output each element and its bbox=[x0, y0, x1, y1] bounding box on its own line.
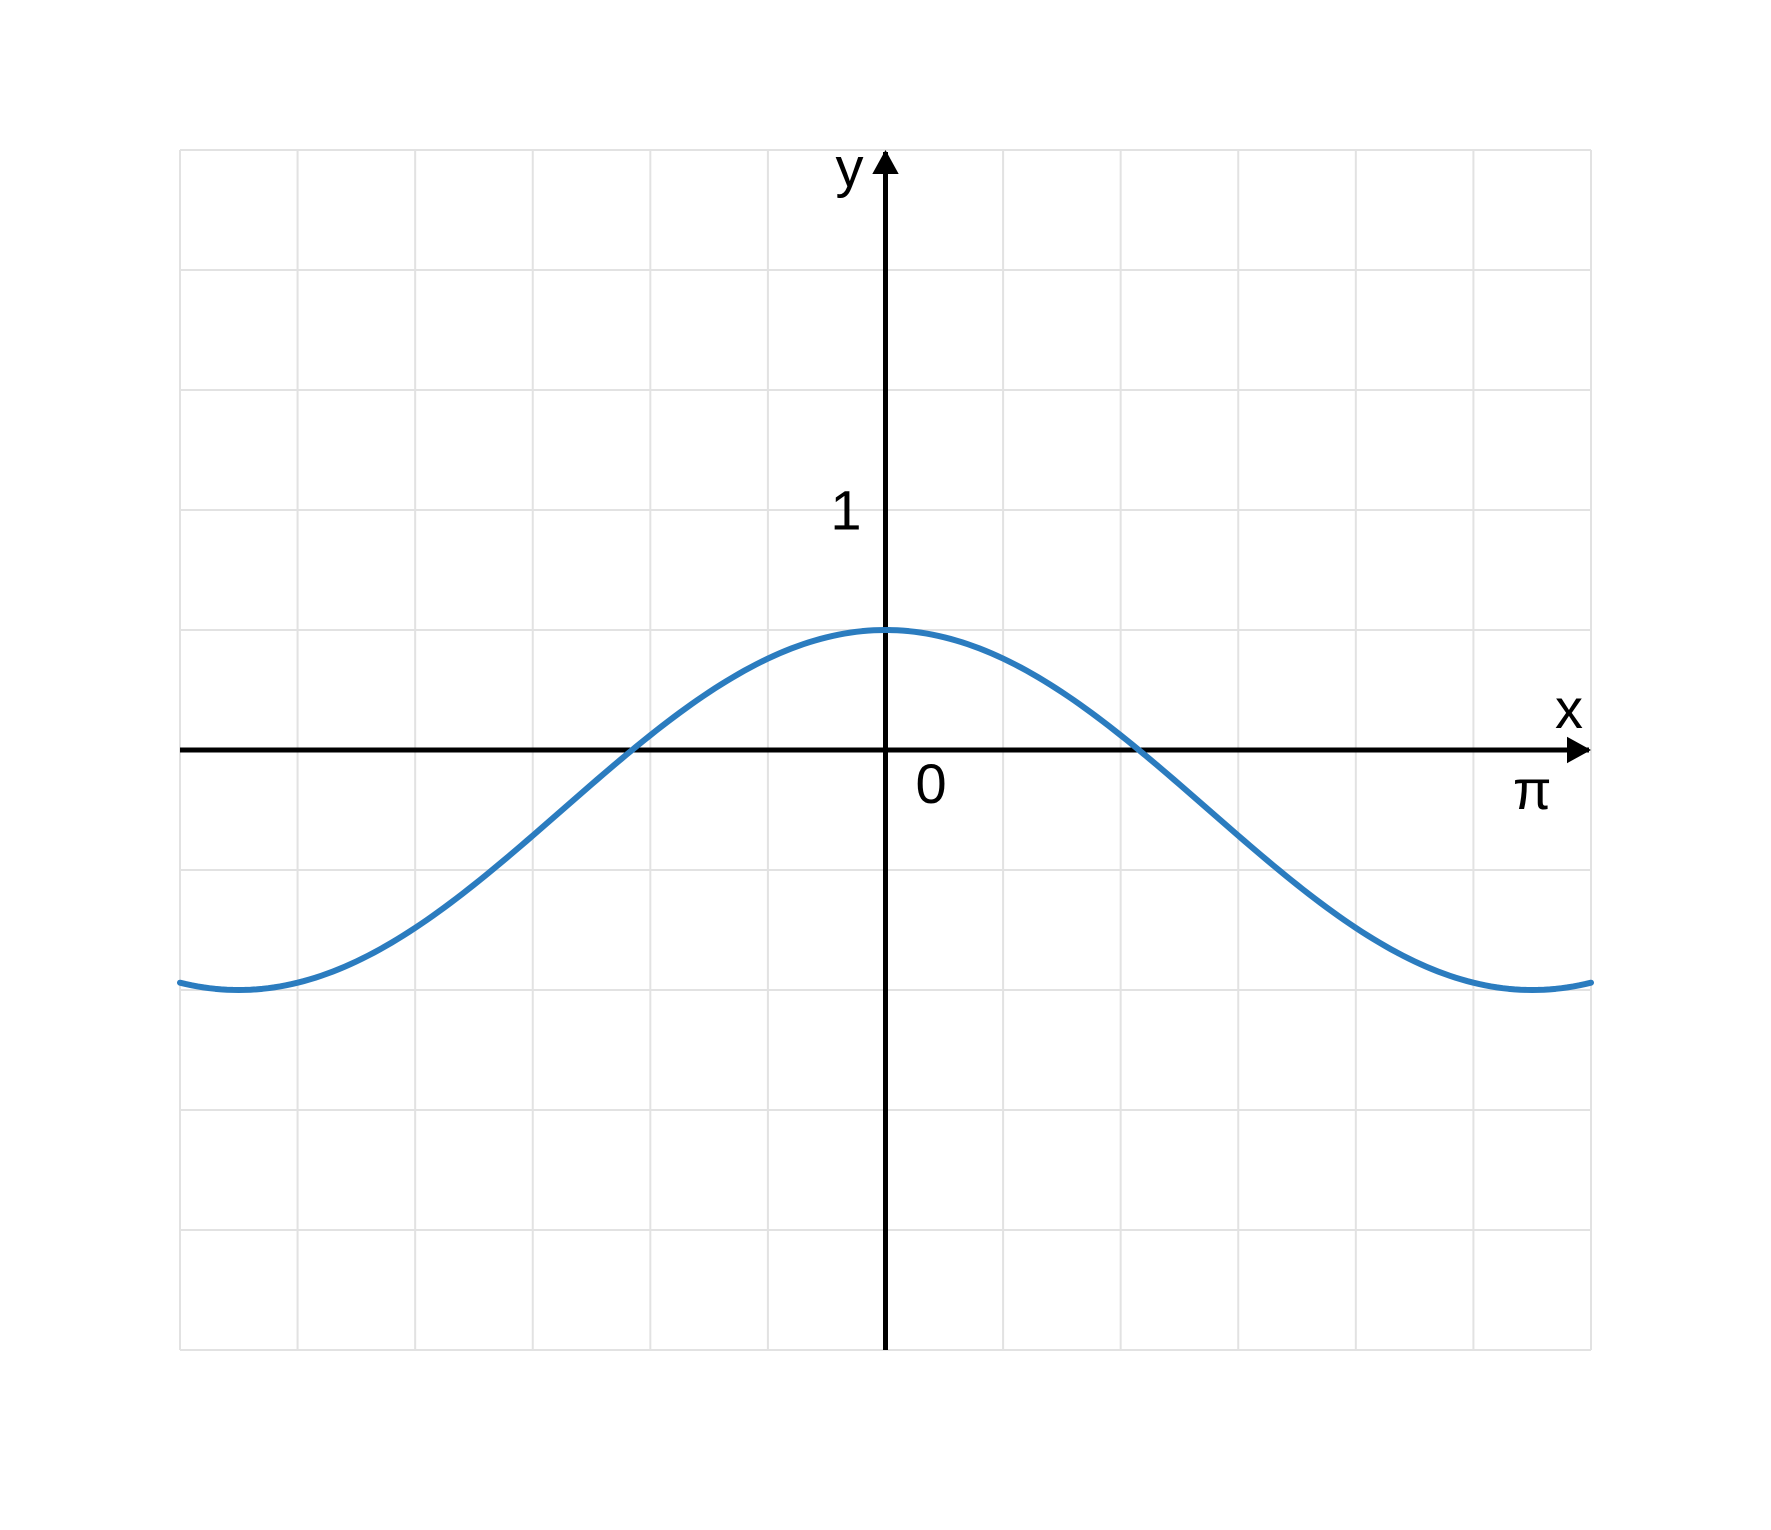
chart-svg: y x 0 1 π bbox=[0, 0, 1771, 1530]
x-axis-label: x bbox=[1555, 677, 1583, 740]
x-tick-label: π bbox=[1513, 758, 1552, 821]
chart-container: y x 0 1 π bbox=[0, 0, 1771, 1530]
y-tick-label: 1 bbox=[830, 479, 861, 542]
origin-label: 0 bbox=[916, 752, 947, 815]
y-axis-label: y bbox=[836, 135, 864, 198]
